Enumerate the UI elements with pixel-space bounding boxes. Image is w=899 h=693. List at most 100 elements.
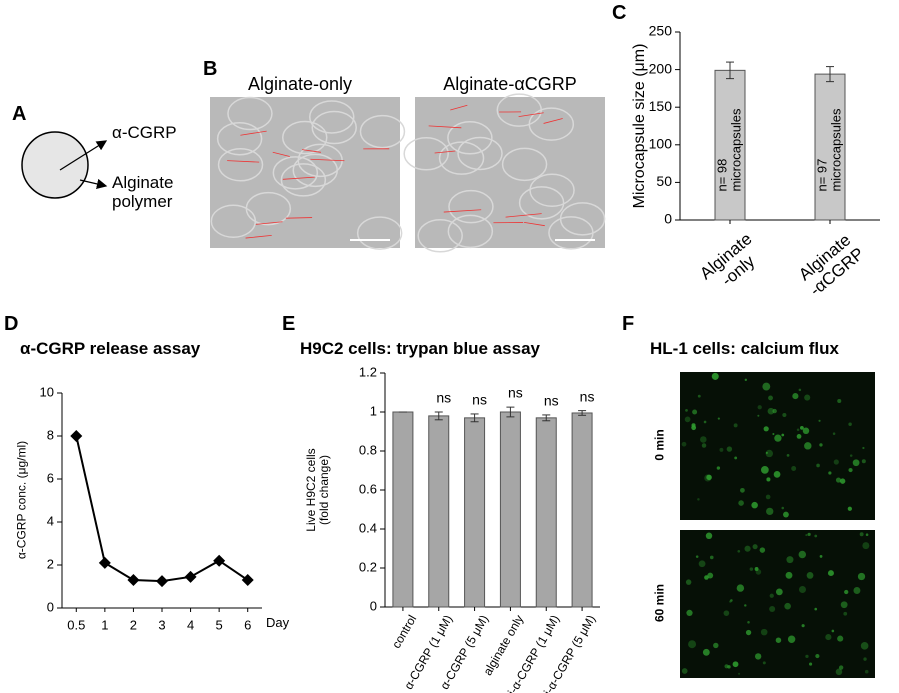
marker bbox=[184, 570, 197, 583]
cell bbox=[801, 624, 805, 628]
cell bbox=[681, 668, 688, 674]
capsule bbox=[529, 173, 575, 207]
cell bbox=[786, 454, 790, 457]
cell bbox=[814, 534, 818, 538]
y-tick-label: 1.2 bbox=[359, 364, 377, 379]
cell bbox=[806, 572, 814, 579]
cell bbox=[730, 599, 733, 602]
measure-line bbox=[272, 151, 290, 157]
cell bbox=[798, 585, 807, 594]
cell bbox=[723, 610, 730, 617]
y-tick-label: 250 bbox=[649, 23, 673, 39]
cell bbox=[781, 506, 785, 510]
measure-line bbox=[282, 176, 315, 180]
marker bbox=[70, 430, 83, 442]
cell bbox=[732, 661, 739, 668]
cell bbox=[840, 601, 848, 609]
y-axis-label: α-CGRP conc. (μg/ml) bbox=[14, 440, 29, 560]
cell bbox=[747, 620, 750, 624]
y-tick-label: 4 bbox=[47, 513, 54, 528]
cell bbox=[782, 413, 787, 418]
cell bbox=[717, 417, 720, 420]
bar bbox=[571, 412, 593, 608]
micrograph bbox=[415, 97, 605, 248]
cell bbox=[835, 477, 842, 483]
cell bbox=[775, 588, 783, 596]
cell bbox=[805, 654, 809, 659]
capsule-diagram bbox=[21, 131, 89, 199]
cell bbox=[738, 672, 741, 675]
bar bbox=[428, 415, 450, 608]
y-tick-label: 6 bbox=[47, 470, 54, 485]
capsule bbox=[272, 156, 319, 190]
cell bbox=[760, 628, 768, 636]
x-tick-label: 5 bbox=[216, 617, 223, 632]
cell bbox=[852, 459, 860, 467]
cell bbox=[738, 500, 744, 506]
x-axis-label: Day bbox=[266, 615, 290, 630]
cell bbox=[805, 534, 808, 537]
cell bbox=[825, 634, 832, 641]
cell bbox=[736, 584, 745, 592]
y-tick-label: 1 bbox=[370, 403, 377, 418]
cell bbox=[862, 446, 865, 450]
capsule bbox=[309, 100, 355, 134]
cell bbox=[757, 405, 762, 410]
bar-annotation: n= 97 microcapsules bbox=[814, 108, 844, 192]
measure-line bbox=[428, 125, 462, 129]
panel-label: C bbox=[612, 2, 627, 24]
chart-title: H9C2 cells: trypan blue assay bbox=[300, 339, 541, 358]
cell bbox=[816, 463, 820, 468]
cell bbox=[706, 474, 712, 481]
y-tick-label: 0.8 bbox=[359, 442, 377, 457]
measure-line bbox=[434, 150, 456, 154]
cell bbox=[709, 555, 714, 560]
y-tick-label: 8 bbox=[47, 427, 54, 442]
cell bbox=[787, 635, 796, 643]
cell bbox=[765, 451, 768, 454]
marker bbox=[156, 575, 168, 588]
cell bbox=[684, 416, 691, 423]
cell bbox=[705, 532, 713, 540]
timepoint-label: 0 min bbox=[652, 429, 667, 461]
diagram-label: Alginate polymer bbox=[112, 173, 174, 211]
capsule bbox=[280, 163, 327, 197]
cell bbox=[698, 560, 706, 568]
cell bbox=[864, 669, 869, 674]
cell bbox=[767, 407, 775, 415]
cell bbox=[796, 434, 802, 439]
cell bbox=[849, 454, 853, 457]
cell bbox=[815, 654, 820, 659]
y-tick-label: 0.6 bbox=[359, 481, 377, 496]
cell bbox=[719, 447, 724, 452]
cell bbox=[773, 471, 781, 478]
cell bbox=[786, 556, 794, 564]
cell bbox=[781, 433, 785, 437]
marker bbox=[213, 554, 226, 567]
cell bbox=[809, 662, 813, 666]
capsule bbox=[217, 147, 264, 182]
cell bbox=[857, 572, 866, 581]
y-tick-label: 0.4 bbox=[359, 520, 377, 535]
cell bbox=[700, 436, 707, 443]
cell bbox=[819, 555, 823, 558]
capsule bbox=[447, 121, 493, 155]
capsule bbox=[292, 153, 339, 188]
cell bbox=[798, 550, 807, 559]
marker bbox=[98, 556, 111, 569]
measure-line bbox=[227, 160, 260, 163]
cell bbox=[802, 427, 810, 435]
capsule bbox=[403, 137, 449, 171]
cell bbox=[860, 642, 869, 650]
y-tick-label: 200 bbox=[649, 60, 673, 76]
cell bbox=[716, 466, 721, 470]
cell bbox=[791, 466, 797, 472]
cell bbox=[765, 494, 771, 500]
x-tick-label: 4 bbox=[187, 617, 194, 632]
cell bbox=[724, 664, 729, 669]
cell bbox=[688, 640, 697, 649]
capsule bbox=[457, 136, 503, 171]
timepoint-label: 60 min bbox=[652, 583, 667, 623]
y-tick-label: 2 bbox=[47, 556, 54, 571]
